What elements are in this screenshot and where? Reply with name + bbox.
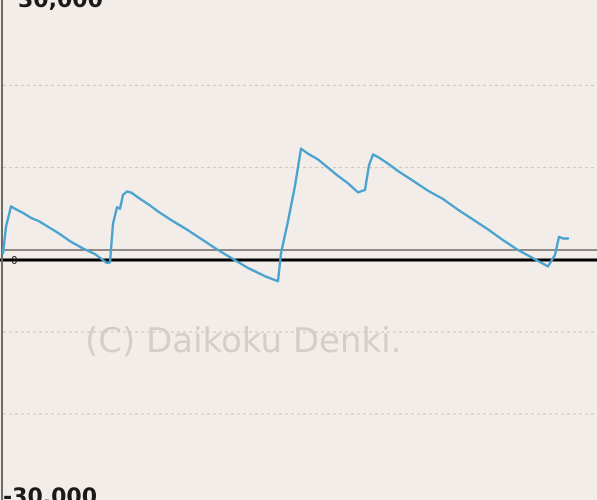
watermark-text: (C) Daikoku Denki. [85,321,401,361]
y-tick-label: -30,000 [3,485,97,500]
y-tick-label: 30,000 [18,0,103,13]
y-tick-label: 0 [11,254,18,267]
series-line [1,147,570,283]
tick-labels: 30,000 0 -30,000 [3,0,103,500]
series-layer [1,147,570,283]
grid-lines [3,84,597,415]
